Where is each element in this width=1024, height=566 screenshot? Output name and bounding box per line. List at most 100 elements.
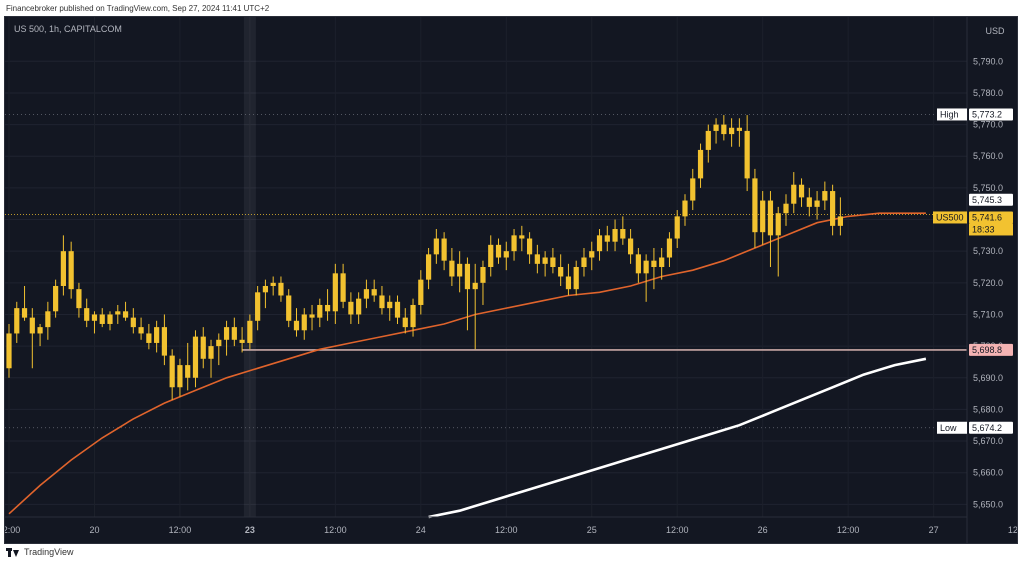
candle-body — [589, 251, 595, 258]
session-highlight — [243, 17, 256, 517]
footer-brand: TradingView — [24, 547, 74, 557]
low-label-bg — [937, 421, 967, 434]
candle-body — [791, 184, 797, 204]
candle-body — [37, 327, 43, 334]
y-tick-label: 5,790.0 — [973, 56, 1003, 66]
candle-body — [76, 289, 82, 309]
low-price-tag: 5,674.2 — [972, 423, 1002, 433]
current-price-tag-bg — [969, 211, 1013, 224]
candle-body — [752, 178, 758, 233]
candle-body — [806, 197, 812, 207]
candle-body — [534, 254, 540, 264]
x-tick-label: 23 — [245, 525, 255, 535]
x-tick-label: 27 — [929, 525, 939, 535]
candle-body — [332, 273, 338, 312]
candle-body — [200, 336, 206, 359]
candle-body — [736, 127, 742, 131]
high-label-bg — [937, 108, 967, 121]
x-tick-label: 12:00 — [837, 525, 860, 535]
candle-body — [231, 327, 237, 340]
y-tick-label: 5,660.0 — [973, 468, 1003, 478]
candle-body — [798, 184, 805, 198]
candle-body — [464, 263, 471, 290]
candle-body — [146, 333, 152, 343]
ma-long-line — [428, 357, 927, 519]
candle-body — [635, 254, 641, 274]
x-tick-label: 12:00 — [169, 525, 192, 535]
candle-body — [744, 130, 750, 179]
candle-body — [651, 260, 657, 267]
high-price-tag-bg — [969, 108, 1013, 121]
candle-body — [814, 200, 820, 207]
y-tick-label: 5,770.0 — [973, 120, 1003, 130]
candle-body — [775, 213, 781, 236]
candle-body — [21, 308, 28, 318]
x-tick-label: 12:00 — [495, 525, 518, 535]
symbol-tag-bg — [933, 211, 967, 224]
candle-body — [340, 273, 346, 302]
candle-body — [14, 308, 20, 334]
candle-body — [729, 127, 735, 135]
y-tick-label: 5,710.0 — [973, 309, 1003, 319]
chart-canvas[interactable]: 5,650.05,660.05,670.05,680.05,690.05,700… — [5, 17, 1017, 543]
currency-label: USD — [985, 26, 1005, 36]
symbol-tag: US500 — [936, 212, 964, 222]
x-tick-label: 25 — [587, 525, 597, 535]
x-tick-label: 12:00 — [324, 525, 347, 535]
y-tick-label: 5,670.0 — [973, 436, 1003, 446]
candle-body — [138, 327, 144, 334]
candle-body — [666, 238, 673, 258]
candle-body — [783, 203, 789, 214]
candle-body — [317, 304, 323, 318]
candle-body — [223, 327, 230, 340]
support-price-tag: 5,698.8 — [972, 345, 1002, 355]
candle-body — [278, 282, 284, 296]
candle-body — [822, 191, 828, 201]
candle-body — [449, 260, 455, 277]
candle-body — [488, 244, 494, 267]
y-tick-label: 5,650.0 — [973, 499, 1003, 509]
candle-body — [604, 235, 610, 242]
candle-body — [830, 191, 836, 226]
candle-body — [107, 314, 113, 324]
x-tick-label: 12:00 — [1008, 525, 1017, 535]
low-price-tag-bg — [969, 421, 1013, 434]
x-tick-label: 26 — [758, 525, 768, 535]
y-tick-label: 5,680.0 — [973, 404, 1003, 414]
candle-body — [418, 279, 424, 305]
price-chart[interactable]: 5,650.05,660.05,670.05,680.05,690.05,700… — [4, 16, 1018, 544]
footer: TradingView — [6, 547, 74, 557]
candle-body — [760, 200, 766, 233]
candle-body — [363, 289, 370, 299]
low-label: Low — [940, 423, 957, 433]
instrument-label: US 500, 1h, CAPITALCOM — [14, 24, 122, 34]
y-tick-label: 5,750.0 — [973, 183, 1003, 193]
candle-body — [53, 285, 59, 312]
plot-background — [5, 17, 1017, 543]
candle-body — [643, 260, 649, 274]
candle-body — [596, 235, 603, 252]
ma-price-tag-bg — [969, 193, 1013, 206]
high-price-tag: 5,773.2 — [972, 109, 1002, 119]
candle-body — [394, 301, 401, 318]
candle-body — [402, 317, 408, 328]
candle-body — [713, 124, 719, 131]
countdown-bg — [969, 223, 1013, 236]
candle-body — [29, 317, 35, 334]
ma-price-tag: 5,745.3 — [972, 195, 1002, 205]
candle-body — [348, 301, 354, 315]
candle-body — [767, 200, 774, 236]
candle-body — [356, 298, 362, 315]
candle-body — [480, 267, 486, 283]
candle-body — [697, 149, 704, 179]
candle-body — [565, 276, 572, 290]
candle-body — [255, 292, 261, 321]
candle-body — [84, 308, 90, 321]
x-tick-label: 12:00 — [5, 525, 20, 535]
y-tick-label: 5,780.0 — [973, 88, 1003, 98]
candle-body — [425, 254, 432, 280]
y-tick-label: 5,690.0 — [973, 373, 1003, 383]
candle-body — [550, 257, 556, 267]
candle-body — [410, 304, 416, 328]
y-tick-label: 5,720.0 — [973, 278, 1003, 288]
